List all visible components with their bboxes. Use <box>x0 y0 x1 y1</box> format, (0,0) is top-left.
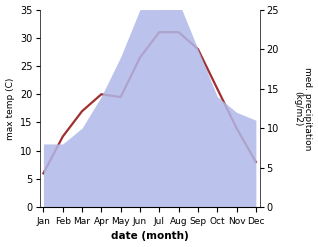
X-axis label: date (month): date (month) <box>111 231 189 242</box>
Y-axis label: med. precipitation
(kg/m2): med. precipitation (kg/m2) <box>293 67 313 150</box>
Y-axis label: max temp (C): max temp (C) <box>5 77 15 140</box>
